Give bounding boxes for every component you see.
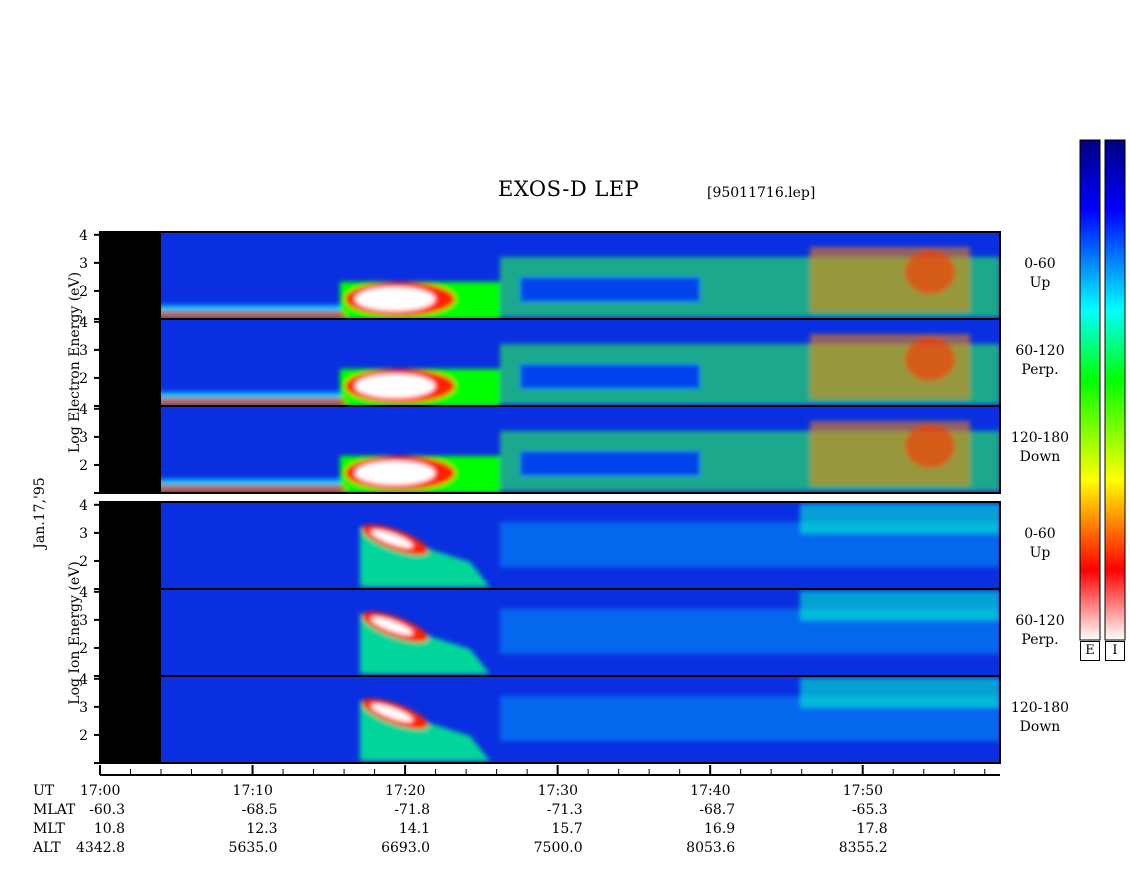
- y-tick-label: 2: [79, 458, 88, 474]
- spectrogram-panel: [99, 231, 1001, 320]
- pitch-angle-label: 0-60: [1024, 526, 1056, 542]
- time-table-cell: 17:00: [80, 783, 121, 799]
- time-table-cell: 17:20: [385, 783, 426, 799]
- panel-label: 0-60 Up: [1000, 525, 1080, 563]
- pitch-angle-label: 60-120: [1015, 613, 1065, 629]
- colorbar-electron: [1079, 139, 1101, 641]
- pitch-angle-label: 0-60: [1024, 256, 1056, 272]
- y-tick-label: 3: [79, 343, 88, 359]
- date-label: Jan.17,'95: [32, 477, 48, 549]
- time-table-cell: 8053.6: [686, 840, 736, 856]
- y-tick-label: 3: [79, 613, 88, 629]
- row-label: ALT: [33, 840, 61, 856]
- time-table-cell: 7500.0: [533, 840, 583, 856]
- time-table-cell: 5635.0: [228, 840, 278, 856]
- y-tick-label: 3: [79, 700, 88, 716]
- row-label: MLT: [33, 821, 65, 837]
- panel-label: 60-120 Perp.: [1000, 342, 1080, 380]
- time-table-cell: -65.3: [851, 802, 888, 818]
- time-table-cell: -71.3: [546, 802, 583, 818]
- chart-title: EXOS-D LEP: [498, 177, 640, 201]
- time-table-cell: 8355.2: [838, 840, 888, 856]
- direction-label: Up: [1029, 275, 1051, 291]
- row-label: MLAT: [33, 802, 76, 818]
- direction-label: Up: [1029, 545, 1051, 561]
- row-label: UT: [33, 783, 55, 799]
- time-table-cell: 4342.8: [76, 840, 125, 856]
- y-tick-label: 3: [79, 256, 88, 272]
- time-table-cell: 14.1: [398, 821, 431, 837]
- time-table-cell: 12.3: [246, 821, 278, 837]
- spectrogram-panel: [99, 405, 1001, 494]
- spectrogram-panel: [99, 588, 1001, 677]
- time-table-cell: 10.8: [93, 821, 125, 837]
- y-tick-label: 4: [79, 228, 88, 244]
- time-table-cell: -68.5: [241, 802, 278, 818]
- y-tick-label: 2: [79, 284, 88, 300]
- pitch-angle-label: 120-180: [1010, 700, 1070, 716]
- panel-label: 60-120 Perp.: [1000, 612, 1080, 650]
- spectrogram-panel: [99, 501, 1001, 590]
- y-tick-label: 3: [79, 430, 88, 446]
- direction-label: Down: [1019, 719, 1061, 735]
- time-table-cell: 17:50: [842, 783, 884, 799]
- file-name: [95011716.lep]: [707, 185, 816, 201]
- time-table-cell: 15.7: [551, 821, 583, 837]
- y-tick-label: 2: [79, 371, 88, 387]
- y-tick-label: 2: [79, 554, 88, 570]
- direction-label: Down: [1019, 449, 1061, 465]
- time-table-cell: -68.7: [699, 802, 736, 818]
- time-table-cell: 16.9: [704, 821, 736, 837]
- time-table-cell: -71.8: [394, 802, 431, 818]
- y-tick-label: 4: [79, 498, 88, 514]
- y-tick-label: 2: [79, 641, 88, 657]
- panel-label: 0-60 Up: [1000, 255, 1080, 293]
- y-tick-label: 4: [79, 315, 88, 331]
- spectrogram-panel: [99, 675, 1001, 764]
- time-table-cell: 17:40: [690, 783, 731, 799]
- time-table-cell: 17.8: [856, 821, 888, 837]
- colorbar-label-i: I: [1105, 641, 1125, 661]
- pitch-angle-label: 120-180: [1010, 430, 1070, 446]
- direction-label: Perp.: [1021, 362, 1059, 378]
- direction-label: Perp.: [1021, 632, 1059, 648]
- time-table-cell: 17:10: [232, 783, 273, 799]
- y-tick-label: 4: [79, 585, 88, 601]
- panel-label: 120-180 Down: [1000, 429, 1080, 467]
- ion-axis-label: Log Ion Energy (eV): [67, 561, 83, 705]
- y-tick-label: 4: [79, 402, 88, 418]
- pitch-angle-label: 60-120: [1015, 343, 1065, 359]
- colorbar-label-e: E: [1080, 641, 1100, 661]
- y-tick-label: 3: [79, 526, 88, 542]
- time-table-cell: 6693.0: [381, 840, 431, 856]
- y-tick-label: 2: [79, 728, 88, 744]
- colorbar-ion: [1104, 139, 1126, 641]
- time-table-cell: 17:30: [537, 783, 578, 799]
- panel-label: 120-180 Down: [1000, 699, 1080, 737]
- spectrogram-panel: [99, 318, 1001, 407]
- time-table-cell: -60.3: [89, 802, 125, 818]
- y-tick-label: 4: [79, 672, 88, 688]
- electron-axis-label: Log Electron Energy (eV): [67, 271, 83, 453]
